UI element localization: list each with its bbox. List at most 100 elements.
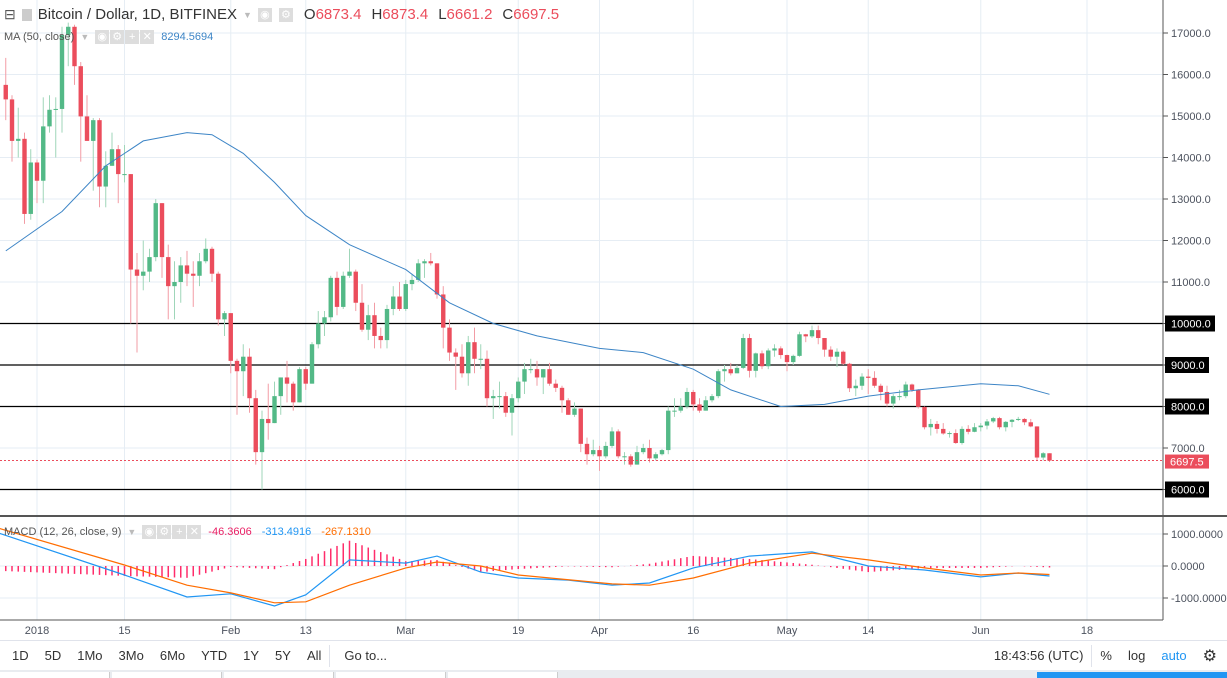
candle bbox=[597, 445, 602, 471]
panel-tab[interactable] bbox=[448, 672, 558, 678]
panel-tab[interactable] bbox=[224, 672, 334, 678]
candle-body bbox=[509, 398, 515, 413]
plus-icon[interactable]: + bbox=[125, 30, 140, 44]
eye-icon[interactable]: ◉ bbox=[257, 7, 272, 22]
panel-tab[interactable] bbox=[336, 672, 446, 678]
candle-body bbox=[503, 396, 508, 413]
gear-icon[interactable]: ⚙ bbox=[1202, 647, 1217, 665]
candle bbox=[584, 437, 590, 465]
time-axis-label: 2018 bbox=[25, 625, 49, 637]
candle-body bbox=[391, 296, 396, 309]
candle-body bbox=[903, 384, 908, 397]
candle bbox=[878, 383, 883, 401]
plus-icon[interactable]: + bbox=[172, 525, 187, 539]
candle bbox=[953, 429, 958, 444]
horizontal-line-label: 6000.0 bbox=[1171, 485, 1205, 497]
candle-body bbox=[9, 99, 15, 141]
close-icon[interactable]: ✕ bbox=[140, 30, 155, 44]
price-label-box bbox=[1165, 481, 1209, 498]
clock-time[interactable]: 18:43:56 (UTC) bbox=[993, 648, 1084, 663]
eye-icon[interactable]: ◉ bbox=[142, 525, 157, 539]
close-icon[interactable]: ✕ bbox=[187, 525, 202, 539]
price-axis-label: 13000.0 bbox=[1171, 194, 1211, 206]
candle bbox=[903, 381, 908, 399]
gear-icon[interactable]: ⚙ bbox=[157, 525, 172, 539]
flag-icon[interactable] bbox=[21, 8, 32, 21]
candle bbox=[1016, 416, 1021, 422]
time-axis-label: 13 bbox=[300, 625, 312, 637]
chevron-down-icon[interactable]: ▼ bbox=[127, 527, 137, 537]
panel-tab[interactable] bbox=[112, 672, 222, 678]
candle bbox=[809, 325, 815, 339]
candle bbox=[634, 445, 640, 465]
candle bbox=[547, 362, 552, 386]
candle bbox=[566, 398, 571, 415]
ma-label[interactable]: MA (50, close) bbox=[4, 31, 75, 43]
candle-body bbox=[34, 162, 40, 181]
candle-body bbox=[597, 450, 602, 457]
candle bbox=[978, 423, 983, 432]
candle bbox=[253, 389, 258, 465]
eye-icon[interactable]: ◉ bbox=[95, 30, 110, 44]
candle-body bbox=[1028, 422, 1033, 427]
range-all[interactable]: All bbox=[306, 648, 322, 663]
auto-toggle[interactable]: auto bbox=[1161, 648, 1187, 663]
percent-toggle[interactable]: % bbox=[1100, 648, 1112, 663]
candle bbox=[291, 381, 296, 411]
candle bbox=[228, 313, 233, 374]
candle-body bbox=[416, 263, 421, 280]
range-5d[interactable]: 5D bbox=[44, 648, 62, 663]
range-1mo[interactable]: 1Mo bbox=[77, 648, 103, 663]
candle bbox=[522, 362, 527, 395]
candle-body bbox=[984, 421, 990, 426]
candle-body bbox=[384, 308, 390, 341]
range-5y[interactable]: 5Y bbox=[275, 648, 291, 663]
candle bbox=[428, 252, 433, 266]
log-toggle[interactable]: log bbox=[1127, 648, 1146, 663]
candle-body bbox=[916, 389, 921, 407]
candle bbox=[316, 311, 321, 349]
price-axis-label: 11000.0 bbox=[1171, 277, 1210, 289]
candle-body bbox=[441, 294, 446, 328]
range-6mo[interactable]: 6Mo bbox=[159, 648, 186, 663]
candle-body bbox=[72, 26, 77, 67]
range-1y[interactable]: 1Y bbox=[243, 648, 260, 663]
range-1d[interactable]: 1D bbox=[12, 648, 29, 663]
candle bbox=[934, 421, 940, 434]
time-axis-label: Apr bbox=[591, 625, 608, 637]
candle-body bbox=[966, 428, 971, 432]
macd-axis-label: -1000.0000 bbox=[1171, 593, 1227, 605]
range-ytd[interactable]: YTD bbox=[201, 648, 228, 663]
candle bbox=[466, 335, 471, 386]
candle-body bbox=[422, 261, 427, 264]
panel-button[interactable] bbox=[1037, 672, 1227, 678]
price-chart[interactable]: 2018 15 Feb 13 Mar 19 Apr 16 May 14 Jun 18 7000.0 110… bbox=[0, 0, 1227, 640]
time-axis-label: 15 bbox=[118, 625, 130, 637]
candle bbox=[872, 371, 877, 388]
candle bbox=[66, 22, 71, 67]
candle bbox=[916, 389, 921, 409]
candle-body bbox=[253, 398, 258, 453]
candle bbox=[134, 252, 140, 353]
goto-button[interactable]: Go to... bbox=[344, 648, 388, 663]
candle bbox=[559, 385, 565, 413]
candle-body bbox=[22, 138, 27, 214]
gear-icon[interactable]: ⚙ bbox=[278, 7, 293, 22]
macd-label[interactable]: MACD (12, 26, close, 9) bbox=[4, 526, 122, 538]
gear-icon[interactable]: ⚙ bbox=[110, 30, 125, 44]
candle bbox=[691, 389, 696, 411]
candle bbox=[941, 423, 946, 435]
candle bbox=[441, 286, 446, 349]
candle-body bbox=[178, 265, 183, 282]
symbol-title[interactable]: Bitcoin / Dollar, 1D, BITFINEX bbox=[37, 6, 237, 23]
chevron-down-icon[interactable]: ▼ bbox=[80, 32, 90, 42]
collapse-icon[interactable]: ⊟ bbox=[4, 6, 16, 22]
panel-tab[interactable] bbox=[0, 672, 110, 678]
candle-body bbox=[78, 66, 83, 117]
time-axis-label: Jun bbox=[972, 625, 990, 637]
range-3mo[interactable]: 3Mo bbox=[118, 648, 144, 663]
candle-body bbox=[1041, 453, 1046, 458]
chevron-down-icon[interactable]: ▼ bbox=[242, 9, 252, 20]
candle-body bbox=[184, 265, 190, 274]
candle bbox=[897, 389, 902, 401]
